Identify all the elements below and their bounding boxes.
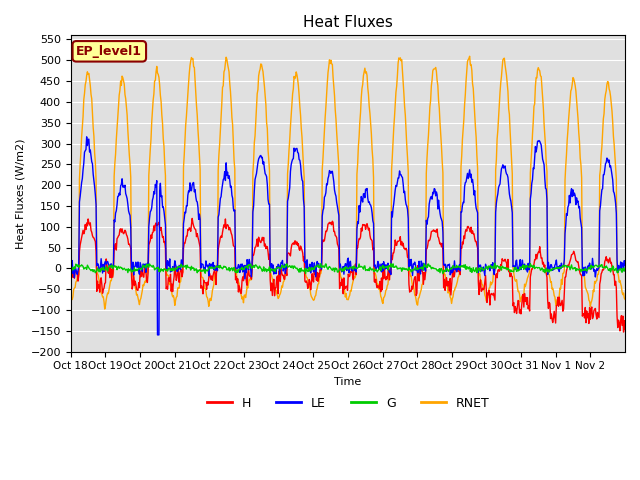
H bbox=[188, 216, 196, 221]
RNET bbox=[437, 132, 445, 137]
G bbox=[67, 265, 75, 271]
G bbox=[282, 263, 290, 268]
G bbox=[439, 271, 447, 276]
H bbox=[235, 289, 243, 295]
Line: RNET: RNET bbox=[71, 56, 625, 309]
LE bbox=[132, 264, 140, 270]
Text: EP_level1: EP_level1 bbox=[76, 45, 142, 58]
RNET bbox=[406, 268, 413, 274]
RNET bbox=[621, 296, 629, 302]
Title: Heat Fluxes: Heat Fluxes bbox=[303, 15, 393, 30]
G bbox=[261, 266, 269, 272]
G bbox=[132, 267, 140, 273]
LE bbox=[83, 134, 90, 140]
H bbox=[283, 273, 291, 278]
X-axis label: Time: Time bbox=[334, 377, 362, 387]
H bbox=[621, 326, 629, 332]
G bbox=[621, 265, 629, 271]
RNET bbox=[283, 266, 291, 272]
RNET bbox=[262, 102, 269, 108]
LE bbox=[621, 263, 629, 268]
Line: G: G bbox=[71, 263, 625, 274]
LE bbox=[236, 264, 243, 269]
Line: LE: LE bbox=[71, 137, 625, 335]
RNET bbox=[235, 279, 243, 285]
H bbox=[620, 329, 627, 335]
Line: H: H bbox=[71, 218, 625, 332]
RNET bbox=[132, 292, 140, 298]
H bbox=[406, 289, 413, 295]
H bbox=[132, 281, 140, 287]
LE bbox=[67, 258, 75, 264]
G bbox=[491, 260, 499, 266]
Y-axis label: Heat Fluxes (W/m2): Heat Fluxes (W/m2) bbox=[15, 138, 25, 249]
RNET bbox=[67, 301, 75, 307]
LE bbox=[284, 198, 291, 204]
RNET bbox=[101, 306, 109, 312]
LE bbox=[154, 332, 161, 338]
H bbox=[67, 269, 75, 275]
RNET bbox=[466, 53, 474, 59]
Legend: H, LE, G, RNET: H, LE, G, RNET bbox=[202, 392, 494, 415]
LE bbox=[263, 174, 271, 180]
H bbox=[437, 240, 445, 246]
G bbox=[436, 270, 444, 276]
LE bbox=[406, 263, 414, 269]
H bbox=[262, 246, 269, 252]
G bbox=[234, 270, 241, 276]
LE bbox=[438, 216, 445, 222]
G bbox=[405, 264, 413, 270]
